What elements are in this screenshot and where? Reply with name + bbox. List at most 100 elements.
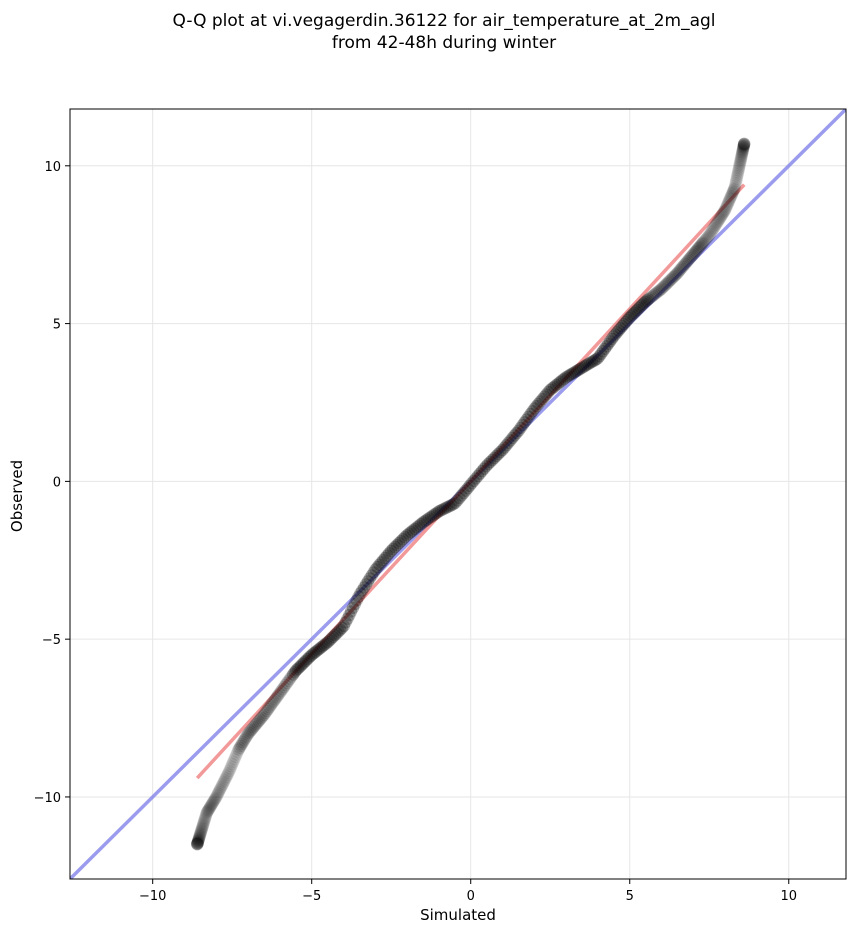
data-point (595, 347, 608, 360)
data-point (735, 147, 749, 160)
data-point (341, 612, 354, 625)
data-point (260, 704, 273, 718)
data-point (700, 231, 714, 244)
data-point (714, 210, 728, 223)
data-point (736, 144, 749, 157)
data-point (624, 310, 637, 323)
data-point (282, 674, 295, 688)
data-point (191, 837, 204, 850)
data-point (708, 220, 722, 233)
data-point (736, 145, 749, 158)
reference-lines (70, 109, 846, 879)
data-point (192, 834, 205, 847)
data-point (679, 257, 692, 271)
data-point (524, 407, 537, 421)
data-point (680, 256, 693, 269)
data-point (496, 443, 509, 457)
data-point (202, 803, 215, 817)
data-point (677, 259, 691, 272)
data-point (316, 640, 329, 653)
data-point (326, 630, 340, 644)
data-point (212, 785, 225, 799)
data-point (569, 365, 582, 378)
data-point (698, 234, 712, 247)
data-point (550, 378, 563, 392)
data-point (291, 662, 304, 675)
data-point (737, 142, 750, 155)
plot-frame (69, 108, 847, 880)
data-point (705, 224, 719, 237)
data-point (634, 300, 647, 313)
data-point (293, 661, 306, 674)
data-point (675, 262, 688, 275)
data-point (197, 817, 210, 830)
data-point (259, 706, 272, 720)
data-point (339, 616, 352, 629)
data-point (733, 158, 746, 172)
data-point (330, 627, 343, 640)
data-point (215, 779, 229, 792)
data-point (248, 719, 262, 732)
data-point (348, 597, 361, 611)
data-point (669, 268, 683, 281)
data-point (736, 143, 750, 156)
data-point (236, 736, 250, 749)
data-point (498, 441, 511, 454)
data-point (203, 801, 216, 815)
data-point (642, 293, 655, 306)
data-point (734, 153, 747, 167)
data-point (257, 708, 271, 721)
data-point (635, 298, 649, 312)
data-point (706, 223, 720, 236)
data-point (255, 711, 268, 725)
data-point (697, 235, 711, 248)
data-point (639, 295, 652, 309)
data-point (221, 768, 234, 781)
data-point (290, 664, 303, 677)
data-point (418, 514, 432, 528)
fit-line (195, 183, 746, 780)
data-point (455, 489, 468, 502)
data-point (704, 226, 718, 239)
data-point (671, 267, 684, 280)
data-point (420, 513, 434, 526)
data-point (486, 453, 499, 467)
data-point (199, 811, 212, 824)
data-point (516, 418, 529, 432)
grid-lines (70, 109, 846, 879)
x-axis-ticks: −10 −5 0 5 10 (139, 879, 797, 904)
data-point (346, 601, 360, 614)
data-point (738, 137, 751, 151)
data-point (198, 813, 211, 826)
data-point (256, 710, 269, 723)
data-point (729, 177, 742, 190)
data-point (553, 375, 567, 389)
data-point (388, 540, 402, 554)
data-point (428, 507, 442, 521)
data-point (737, 138, 751, 151)
y-tick-label: 0 (53, 475, 61, 490)
data-point (328, 628, 342, 642)
data-point (469, 472, 482, 485)
data-point (731, 168, 744, 181)
data-point (733, 157, 747, 170)
data-point (500, 439, 513, 452)
data-point (584, 356, 597, 369)
data-point (655, 282, 669, 295)
data-point (694, 239, 707, 252)
data-point (737, 138, 751, 151)
data-point (488, 451, 501, 465)
data-point (204, 799, 218, 812)
data-point (280, 676, 294, 690)
data-point (313, 642, 326, 656)
data-point (216, 777, 230, 790)
data-point (198, 814, 211, 827)
data-point (358, 581, 371, 594)
data-point (192, 834, 205, 848)
data-point (660, 278, 673, 291)
data-point (192, 833, 205, 846)
data-point (567, 366, 580, 380)
data-point (552, 377, 565, 390)
data-point (707, 221, 721, 234)
data-point (483, 455, 497, 469)
